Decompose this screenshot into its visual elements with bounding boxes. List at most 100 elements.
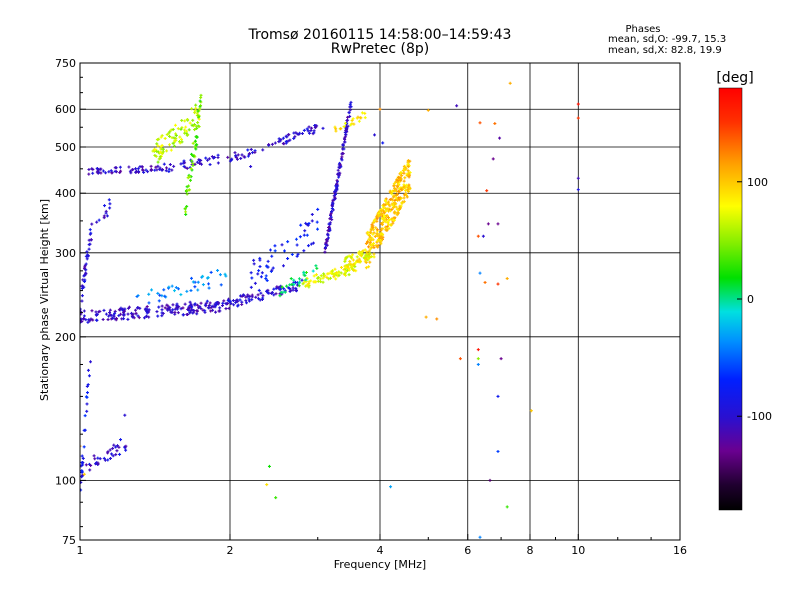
data-point <box>278 288 282 292</box>
data-point <box>188 178 192 182</box>
data-point <box>197 117 201 121</box>
data-point <box>344 128 348 132</box>
data-point <box>576 116 580 120</box>
data-point <box>219 283 223 287</box>
data-point <box>286 257 290 261</box>
data-point <box>280 243 284 247</box>
data-point <box>107 198 111 202</box>
data-point <box>331 201 335 205</box>
data-point <box>189 167 193 171</box>
data-point <box>121 308 125 312</box>
data-point <box>357 260 361 264</box>
data-point <box>82 314 86 318</box>
data-point <box>333 125 337 129</box>
data-point <box>375 228 379 232</box>
data-point <box>342 125 346 129</box>
data-point <box>144 307 148 311</box>
data-point <box>372 241 376 245</box>
data-point <box>105 214 109 218</box>
data-point <box>396 181 400 185</box>
y-tick-label: 750 <box>55 57 76 70</box>
chart-title: Tromsø 20160115 14:58:00–14:59:43 <box>248 27 512 43</box>
data-point <box>348 102 352 106</box>
data-point <box>485 189 489 193</box>
data-point <box>236 303 240 307</box>
data-point <box>382 203 386 207</box>
data-point <box>214 303 218 307</box>
data-point <box>103 458 107 462</box>
data-point <box>193 111 197 115</box>
data-point <box>176 287 180 291</box>
data-point <box>249 147 253 151</box>
data-point <box>267 464 271 468</box>
data-point <box>223 272 227 276</box>
data-point <box>226 155 230 159</box>
data-point <box>270 254 274 258</box>
data-point <box>159 144 163 148</box>
data-point <box>328 217 332 221</box>
data-point <box>212 305 216 309</box>
data-point <box>272 287 276 291</box>
y-tick-label: 200 <box>55 331 76 344</box>
data-point <box>335 187 339 191</box>
data-point <box>361 252 365 256</box>
data-point <box>387 223 391 227</box>
data-point <box>161 150 165 154</box>
data-point <box>363 248 367 252</box>
data-point <box>257 269 261 273</box>
data-point <box>300 132 304 136</box>
data-point <box>112 443 116 447</box>
data-point <box>266 291 270 295</box>
data-point <box>175 302 179 306</box>
data-point <box>183 128 187 132</box>
data-point <box>307 131 311 135</box>
data-point <box>127 306 131 310</box>
data-point <box>178 141 182 145</box>
data-point <box>85 402 89 406</box>
data-point <box>150 288 154 292</box>
data-point <box>96 456 100 460</box>
data-point <box>326 229 330 233</box>
data-point <box>270 142 274 146</box>
data-point <box>124 444 128 448</box>
data-point <box>316 275 320 279</box>
data-point <box>298 235 302 239</box>
data-point <box>402 167 406 171</box>
data-point <box>203 303 207 307</box>
data-point <box>151 149 155 153</box>
data-point <box>249 285 253 289</box>
x-axis-label: Frequency [MHz] <box>334 558 426 571</box>
data-point <box>119 438 123 442</box>
data-point <box>172 136 176 140</box>
data-point <box>199 306 203 310</box>
data-point <box>115 317 119 321</box>
data-point <box>196 303 200 307</box>
data-point <box>165 133 169 137</box>
data-point <box>111 454 115 458</box>
data-point <box>164 169 168 173</box>
data-point <box>108 448 112 452</box>
data-point <box>303 229 307 233</box>
data-point <box>353 265 357 269</box>
data-point <box>476 357 480 361</box>
data-point <box>348 114 352 118</box>
data-point <box>244 299 248 303</box>
data-point <box>147 315 151 319</box>
data-point <box>395 192 399 196</box>
data-point <box>321 280 325 284</box>
data-point <box>403 176 407 180</box>
data-point <box>289 277 293 281</box>
data-point <box>231 299 235 303</box>
data-point <box>252 262 256 266</box>
data-point <box>366 230 370 234</box>
data-point <box>405 174 409 178</box>
data-point <box>292 278 296 282</box>
data-point <box>260 271 264 275</box>
data-point <box>389 223 393 227</box>
data-point <box>234 299 238 303</box>
data-point <box>166 304 170 308</box>
data-point <box>301 282 305 286</box>
data-point <box>235 157 239 161</box>
data-point <box>161 311 165 315</box>
data-point <box>371 224 375 228</box>
